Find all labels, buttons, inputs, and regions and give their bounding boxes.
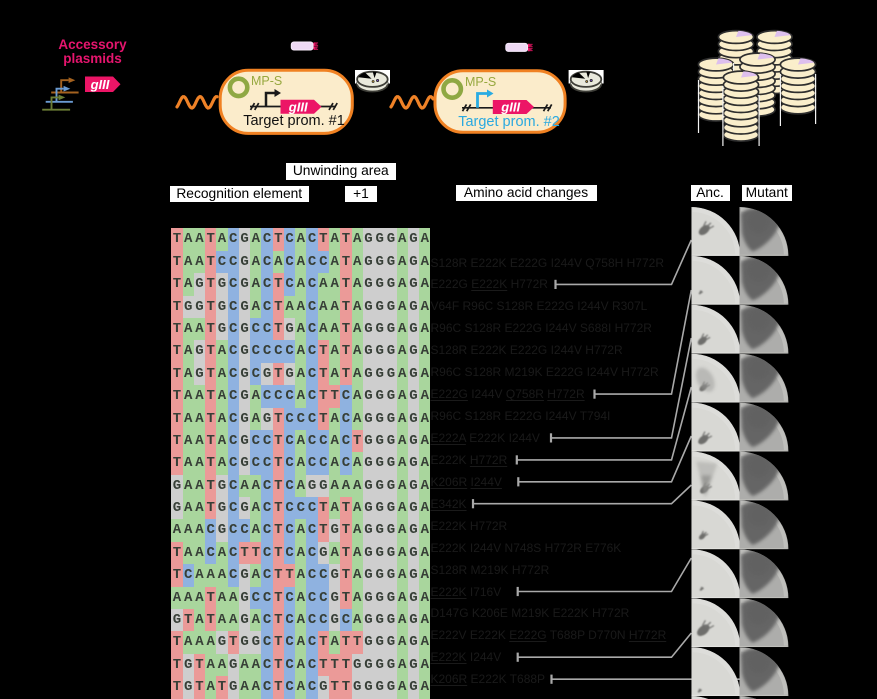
svg-text:gIII: gIII (288, 100, 308, 115)
svg-text:gIII: gIII (500, 100, 520, 115)
svg-text:gIII: gIII (90, 77, 110, 92)
